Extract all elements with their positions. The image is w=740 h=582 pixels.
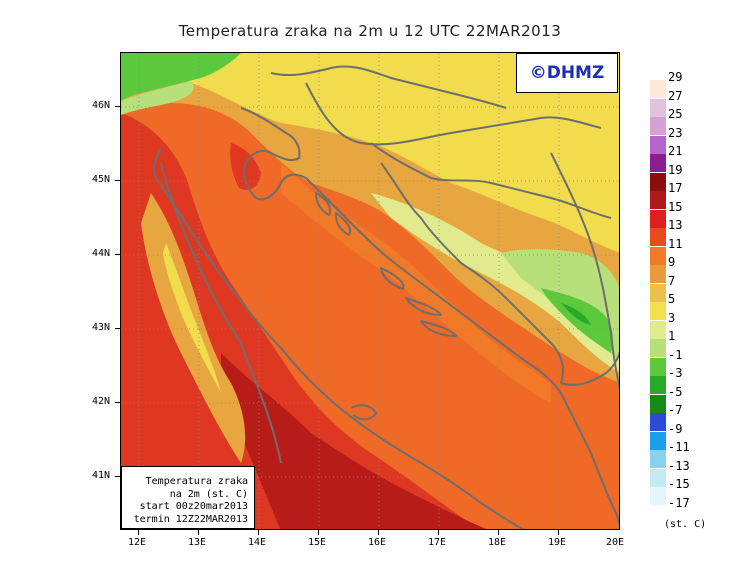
dinaric-deep-snow	[541, 288, 613, 353]
legend-swatch	[650, 246, 666, 265]
italy-warm-field	[121, 113, 479, 529]
legend-label: 13	[668, 218, 683, 232]
north-cold-field	[141, 53, 619, 253]
country-borders	[152, 65, 619, 529]
legend-swatch	[650, 283, 666, 302]
lat-label-44n: 44N	[92, 248, 111, 259]
legend-swatch	[650, 209, 666, 228]
lon-tick	[378, 530, 379, 535]
legend-label: 23	[668, 125, 683, 140]
lon-tick	[498, 530, 499, 535]
lon-label-19e: 19E	[548, 537, 567, 548]
legend-swatch	[650, 339, 666, 357]
lon-label-18e: 18E	[488, 537, 507, 548]
lon-label-17e: 17E	[428, 537, 447, 548]
temperature-map	[120, 52, 620, 530]
legend-swatch	[650, 191, 666, 209]
legend-label: 15	[668, 199, 683, 214]
legend-swatch	[650, 320, 666, 339]
lon-tick	[138, 530, 139, 535]
lon-tick	[438, 530, 439, 535]
lon-label-20e: 20E	[606, 537, 625, 548]
legend-swatch	[650, 376, 666, 394]
legend-label: -5	[668, 384, 683, 399]
lat-tick	[115, 254, 120, 255]
legend-label: 11	[668, 236, 683, 251]
croatia-coast-warm	[281, 163, 551, 403]
legend-label: -1	[668, 347, 683, 362]
legend-label: -11	[668, 440, 690, 454]
legend-label: -13	[668, 458, 690, 473]
legend-label: 27	[668, 88, 683, 103]
legend-label: 25	[668, 107, 683, 121]
info-line-4: termin 12Z22MAR2013	[133, 513, 248, 525]
legend-unit: (st. C)	[664, 519, 707, 530]
legend-swatch	[650, 302, 666, 320]
lon-label-12e: 12E	[128, 537, 147, 548]
legend-swatch	[650, 117, 666, 135]
legend-swatch	[650, 172, 666, 191]
lat-tick	[115, 328, 120, 329]
legend-label: -9	[668, 421, 683, 436]
dhmz-logo: ©DHMZ	[516, 53, 618, 93]
legend-swatch	[650, 98, 666, 117]
legend-label: 9	[668, 255, 676, 269]
info-line-3: start 00z20mar2013	[139, 501, 248, 513]
legend-label: 19	[668, 162, 683, 177]
lon-label-15e: 15E	[308, 537, 327, 548]
legend-label: -17	[668, 495, 690, 510]
lat-label-46n: 46N	[92, 100, 111, 111]
italy-hot-field	[221, 353, 487, 529]
legend-label: 29	[668, 70, 683, 84]
lon-tick	[198, 530, 199, 535]
legend-label: 5	[668, 292, 676, 306]
legend-swatch	[650, 431, 666, 450]
alpine-snow-field	[121, 53, 241, 101]
lat-label-41n: 41N	[92, 470, 111, 481]
legend-label: 21	[668, 144, 683, 158]
alpine-cold-field	[121, 81, 194, 115]
legend-label: 17	[668, 181, 683, 195]
lon-tick	[558, 530, 559, 535]
dinaric-cool-field	[371, 193, 619, 372]
dinaric-coldest-field	[561, 303, 591, 325]
lon-label-16e: 16E	[368, 537, 387, 548]
legend-label: -3	[668, 366, 683, 380]
lat-tick	[115, 106, 120, 107]
legend-swatch	[650, 468, 666, 487]
apennine-cold-field	[163, 243, 221, 393]
legend-swatch	[650, 135, 666, 154]
legend-swatch	[650, 394, 666, 413]
info-line-1: Temperatura zraka	[145, 476, 248, 487]
lon-tick	[318, 530, 319, 535]
lat-tick	[115, 402, 120, 403]
map-title: Temperatura zraka na 2m u 12 UTC 22MAR20…	[178, 22, 562, 40]
legend-swatch	[650, 228, 666, 246]
legend-swatch	[650, 80, 666, 98]
lon-label-14e: 14E	[248, 537, 267, 548]
legend-swatch	[650, 450, 666, 468]
legend-swatch	[650, 487, 666, 505]
lat-tick	[115, 476, 120, 477]
info-box: Temperatura zraka na 2m (st. C) start 00…	[121, 466, 255, 529]
legend-label: -15	[668, 477, 690, 491]
lat-label-43n: 43N	[92, 322, 111, 333]
lon-label-13e: 13E	[188, 537, 207, 548]
legend-label: 1	[668, 329, 676, 343]
legend-label: -7	[668, 403, 683, 417]
lat-tick	[115, 180, 120, 181]
lat-label-42n: 42N	[92, 396, 111, 407]
legend-swatch	[650, 357, 666, 376]
legend-swatch	[650, 154, 666, 172]
legend-label: 7	[668, 273, 676, 288]
legend-swatch	[650, 265, 666, 283]
lat-label-45n: 45N	[92, 174, 111, 185]
lon-tick	[258, 530, 259, 535]
info-line-2: na 2m (st. C)	[169, 488, 248, 500]
legend-swatch	[650, 413, 666, 431]
legend-label: 3	[668, 310, 676, 325]
